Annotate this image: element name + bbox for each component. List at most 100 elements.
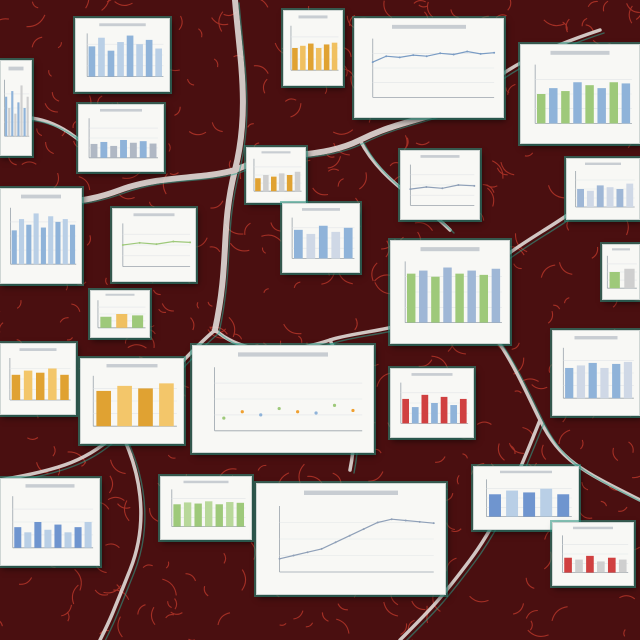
thumbnail-bar: [26, 224, 32, 265]
thumbnail-point: [390, 518, 393, 521]
thumbnail-point: [306, 551, 309, 554]
thumbnail-bar: [107, 50, 115, 77]
thumbnail-bar: [126, 35, 134, 77]
thumbnail-bar: [609, 82, 619, 124]
thumbnail-title-stroke: [238, 352, 328, 357]
thumbnail-bar: [506, 490, 519, 517]
thumbnail-title-stroke: [25, 484, 75, 488]
thumbnail-point: [222, 416, 226, 420]
thumbnail-title-stroke: [392, 24, 466, 29]
thumbnail-bar: [586, 190, 594, 207]
thumbnail-bar: [421, 394, 429, 424]
thumbnail-bar: [431, 403, 438, 424]
chart-thumbnail: [0, 343, 76, 415]
chart-thumbnail: [283, 10, 343, 86]
thumbnail-bar: [443, 267, 452, 323]
thumbnail-point: [296, 410, 300, 414]
thumbnail-bar: [536, 94, 546, 124]
thumbnail-title-stroke: [550, 50, 610, 55]
thumbnail-title-stroke: [302, 208, 340, 211]
thumbnail-bar: [64, 532, 72, 548]
thumbnail-point: [362, 528, 365, 531]
thumbnail-bar: [139, 141, 147, 158]
thumbnail-bar: [40, 227, 46, 265]
thumbnail-bar: [607, 557, 616, 573]
chart-thumbnail: [602, 244, 640, 300]
thumbnail-bar: [318, 225, 328, 259]
thumbnail-point: [412, 54, 415, 57]
thumbnail-bar: [70, 224, 76, 265]
thumbnail-bar: [561, 91, 570, 124]
chart-thumbnail: [256, 483, 446, 595]
chart-thumbnail: [552, 522, 634, 586]
thumbnail-bar: [55, 221, 61, 265]
chart-thumbnail: [0, 188, 82, 284]
thumbnail-bar: [596, 185, 604, 207]
thumbnail-bar: [132, 315, 144, 328]
thumbnail-point: [240, 410, 244, 414]
thumbnail-bar: [616, 189, 624, 207]
thumbnail-title-stroke: [420, 155, 460, 158]
thumbnail-point: [371, 61, 374, 64]
thumbnail-bar: [205, 501, 213, 527]
thumbnail-bar: [155, 48, 162, 77]
thumbnail-bar: [48, 216, 54, 265]
thumbnail-bar: [183, 502, 192, 527]
thumbnail-bar: [278, 173, 285, 192]
thumbnail-bar: [96, 390, 112, 427]
thumbnail-point: [404, 519, 407, 522]
thumbnail-bar: [564, 557, 572, 573]
thumbnail-point: [452, 53, 455, 56]
thumbnail-point: [398, 56, 401, 59]
thumbnail-bar: [624, 268, 635, 289]
chart-thumbnail: [354, 18, 504, 118]
thumbnail-point: [425, 55, 428, 58]
thumbnail-title-stroke: [411, 373, 453, 376]
thumbnail-bar: [263, 175, 269, 192]
thumbnail-bar: [489, 494, 501, 517]
chart-thumbnail: [0, 478, 100, 566]
thumbnail-point: [189, 241, 192, 244]
thumbnail-bar: [11, 230, 17, 265]
thumbnail-bar: [159, 383, 174, 427]
thumbnail-line: [279, 518, 434, 560]
thumbnail-point: [457, 184, 460, 186]
thumbnail-bar: [14, 527, 22, 548]
thumbnail-bar: [18, 219, 25, 265]
thumbnail-bar: [20, 85, 23, 137]
thumbnail-bar: [450, 405, 458, 424]
thumbnail-bar: [431, 276, 440, 323]
chart-thumbnail: [400, 150, 480, 220]
thumbnail-bar: [215, 504, 223, 527]
thumbnail-bar: [17, 102, 20, 137]
thumbnail-bar: [117, 385, 132, 427]
thumbnail-bar: [315, 48, 322, 71]
thumbnail-bar: [54, 524, 62, 548]
thumbnail-bar: [402, 398, 410, 424]
thumbnail-title-stroke: [612, 248, 630, 251]
thumbnail-bar: [23, 370, 33, 400]
thumbnail-point: [277, 406, 281, 411]
thumbnail-bar: [116, 314, 128, 328]
thumbnail-bar: [33, 213, 39, 265]
thumbnail-bar: [626, 183, 634, 207]
thumbnail-point: [172, 240, 175, 243]
thumbnail-bar: [35, 372, 45, 400]
thumbnail-point: [409, 188, 412, 191]
thumbnail-bar: [623, 361, 633, 399]
thumbnail-bar: [491, 268, 501, 323]
thumbnail-point: [432, 522, 435, 525]
thumbnail-bar: [573, 82, 582, 124]
thumbnail-bar: [306, 233, 316, 259]
thumbnail-bar: [294, 171, 301, 192]
thumbnail-bar: [300, 45, 306, 71]
thumbnail-point: [121, 244, 124, 246]
thumbnail-title-stroke: [298, 15, 328, 19]
chart-thumbnail: [80, 358, 184, 444]
thumbnail-point: [385, 55, 388, 58]
thumbnail-bar: [90, 143, 98, 158]
thumbnail-bar: [194, 503, 202, 527]
thumbnail-point: [418, 520, 421, 523]
thumbnail-title-stroke: [574, 336, 618, 340]
thumbnail-point: [439, 52, 442, 55]
